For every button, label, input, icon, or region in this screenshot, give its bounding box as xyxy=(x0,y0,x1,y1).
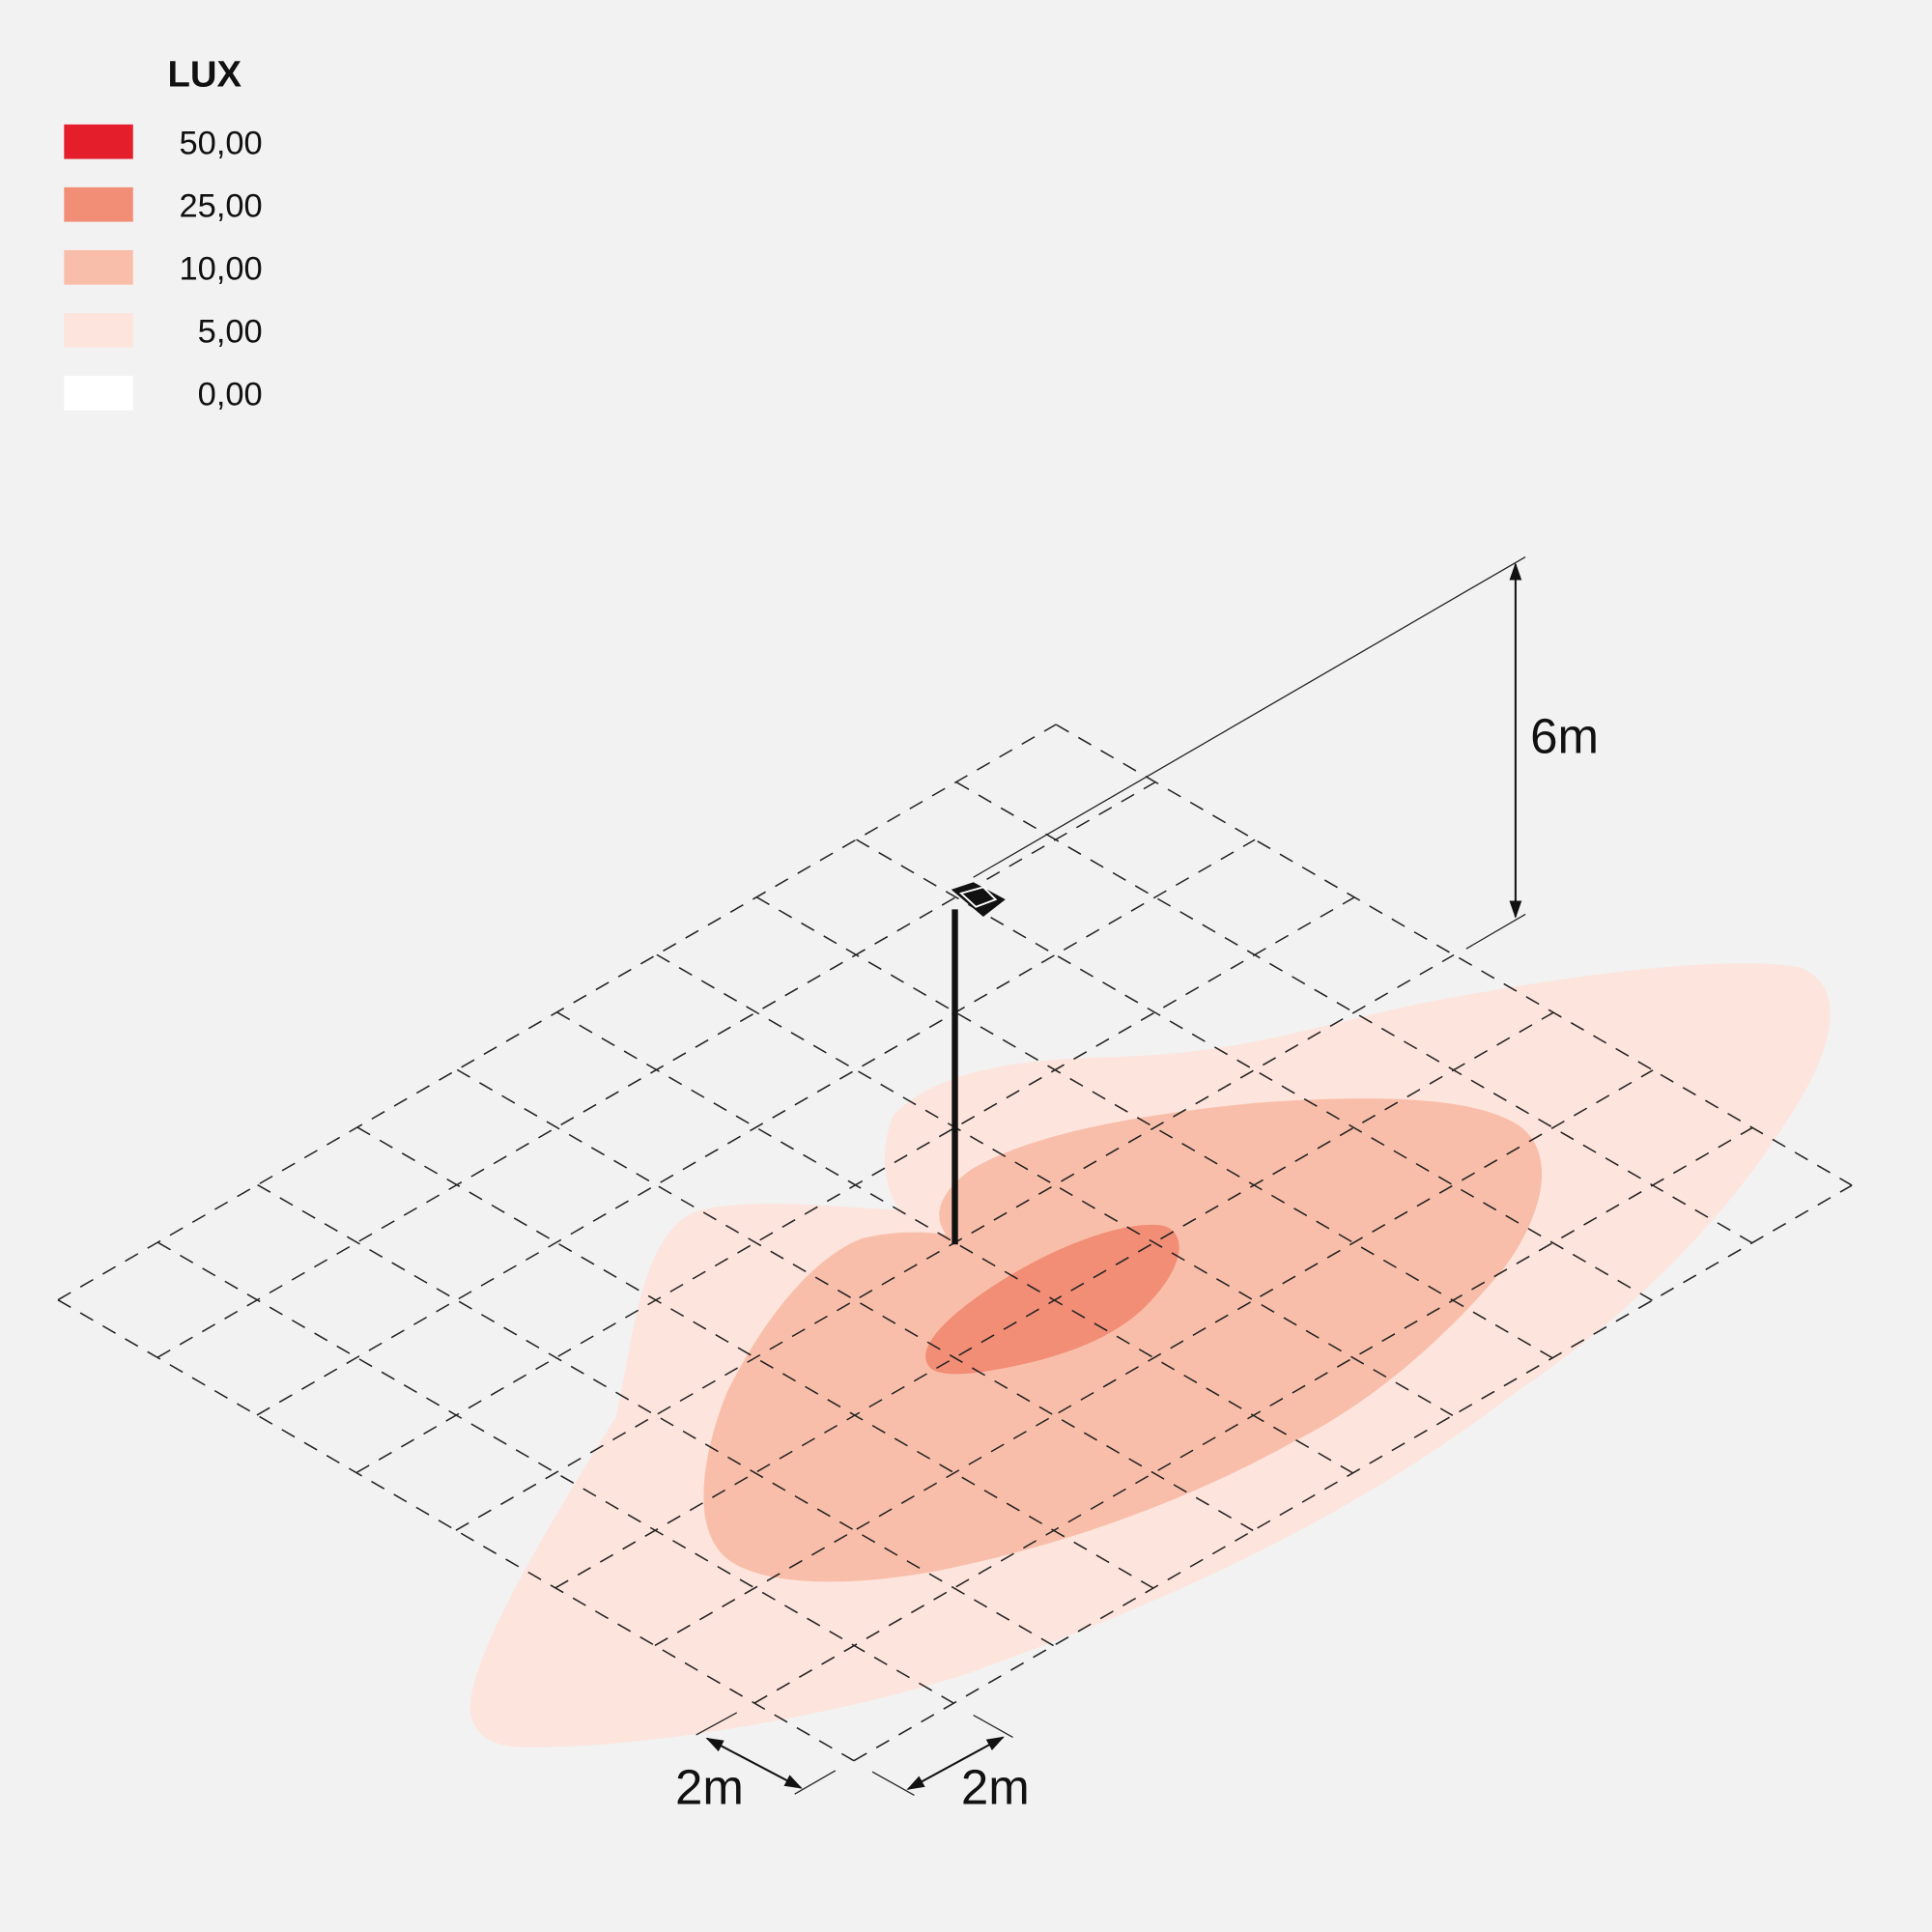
legend-label: 50,00 xyxy=(180,125,263,161)
grid-y-label: 2m xyxy=(961,1759,1030,1814)
grid-line xyxy=(57,724,1057,1301)
legend-swatch xyxy=(64,312,133,348)
grid-line xyxy=(853,1184,1853,1762)
grid-line xyxy=(654,1069,1654,1647)
luminaire xyxy=(951,882,1006,917)
dimension-extension xyxy=(1465,913,1526,950)
legend-label: 0,00 xyxy=(198,377,263,413)
grid-line xyxy=(256,838,1256,1416)
height-label: 6m xyxy=(1530,708,1599,763)
legend-swatch xyxy=(64,249,133,285)
dimension-extension xyxy=(973,555,1526,878)
legend-label: 25,00 xyxy=(180,187,263,224)
dimension-extension xyxy=(871,1771,915,1796)
dimension-extension xyxy=(973,1714,1013,1739)
grid-line xyxy=(156,781,1156,1358)
legend-swatch xyxy=(64,376,133,411)
dimension-extension xyxy=(696,1712,738,1736)
legend-title: LUX xyxy=(167,53,242,95)
grid-y-arrow xyxy=(906,1736,1005,1790)
grid-x-label: 2m xyxy=(675,1759,744,1814)
legend-label: 10,00 xyxy=(180,251,263,288)
legend-label: 5,00 xyxy=(198,314,263,351)
grid-line xyxy=(554,1011,1554,1589)
grid-x-arrow xyxy=(705,1737,803,1789)
ground-grid xyxy=(57,724,1853,1762)
legend-swatch xyxy=(64,124,133,159)
dimension-extension xyxy=(794,1770,837,1795)
grid-line xyxy=(355,896,1355,1474)
legend: 50,00 25,00 10,00 5,00 0,00 xyxy=(64,124,263,413)
legend-swatch xyxy=(64,186,133,222)
grid-line xyxy=(753,1126,1753,1704)
